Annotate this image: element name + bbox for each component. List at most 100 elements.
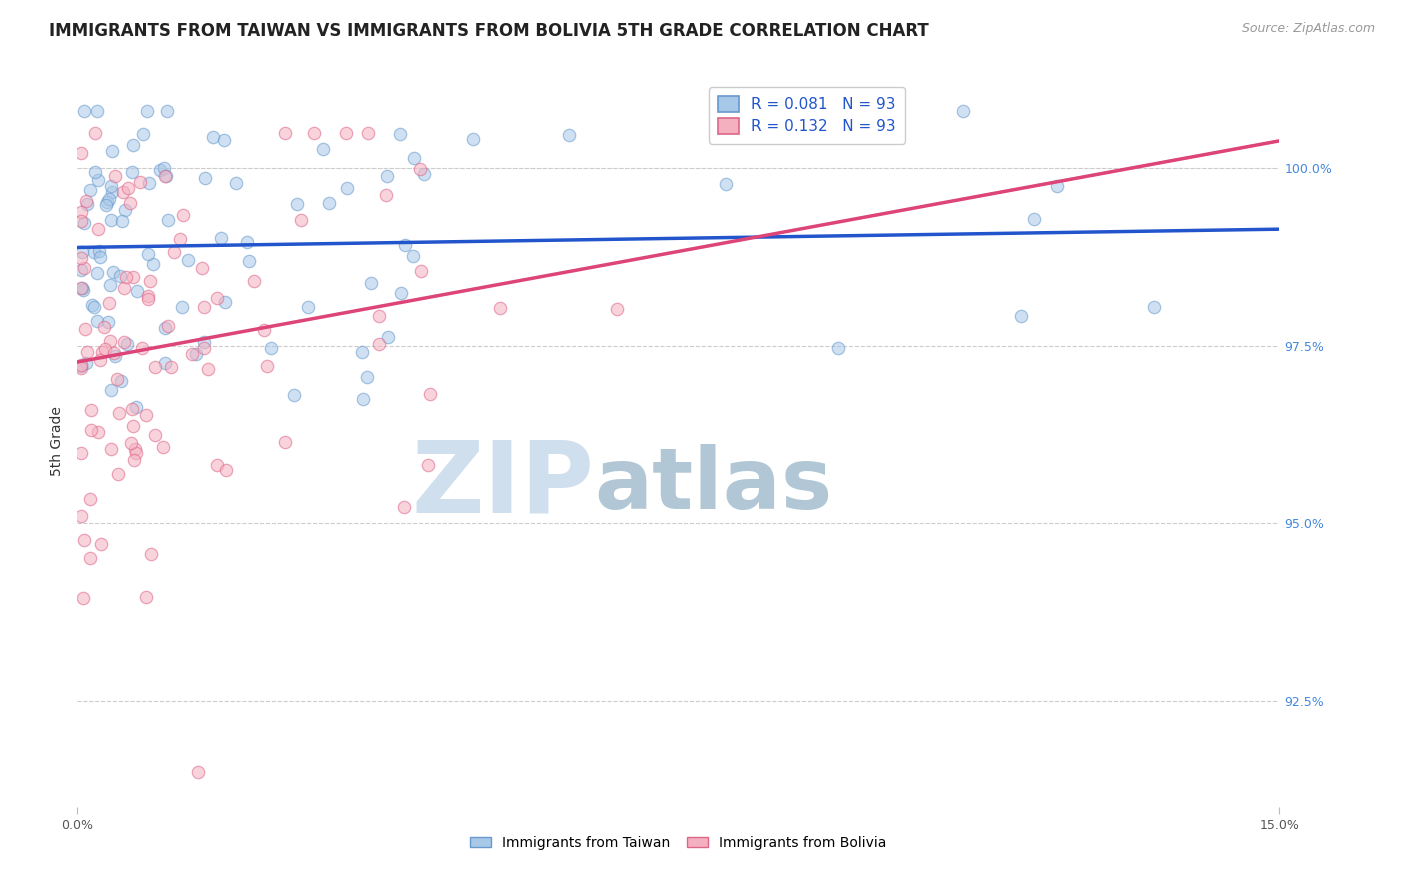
Point bbox=[100, 179, 122, 194]
Point bbox=[318, 195, 340, 210]
Point bbox=[297, 300, 319, 314]
Point bbox=[135, 590, 157, 604]
Text: atlas: atlas bbox=[595, 444, 832, 527]
Point bbox=[79, 183, 101, 197]
Point bbox=[83, 300, 105, 314]
Point bbox=[136, 247, 159, 261]
Point bbox=[121, 401, 143, 416]
Point bbox=[79, 492, 101, 507]
Point bbox=[714, 177, 737, 191]
Point bbox=[377, 330, 399, 344]
Point bbox=[142, 256, 165, 270]
Point bbox=[70, 146, 93, 161]
Point bbox=[121, 165, 143, 179]
Point bbox=[404, 151, 426, 165]
Point bbox=[374, 187, 396, 202]
Y-axis label: 5th Grade: 5th Grade bbox=[51, 407, 65, 476]
Point bbox=[606, 301, 628, 316]
Point bbox=[193, 300, 215, 314]
Point bbox=[87, 222, 110, 236]
Point bbox=[100, 277, 122, 292]
Point bbox=[97, 315, 120, 329]
Point bbox=[110, 374, 132, 388]
Point bbox=[70, 214, 93, 228]
Point bbox=[89, 353, 111, 368]
Point bbox=[155, 169, 177, 183]
Point bbox=[394, 237, 416, 252]
Point bbox=[105, 371, 128, 385]
Point bbox=[391, 286, 413, 301]
Point bbox=[72, 216, 94, 230]
Point bbox=[207, 458, 229, 472]
Point bbox=[157, 212, 180, 227]
Point bbox=[70, 252, 93, 266]
Point bbox=[170, 300, 193, 314]
Point bbox=[76, 196, 98, 211]
Point bbox=[143, 359, 166, 374]
Point bbox=[131, 341, 153, 355]
Point bbox=[128, 175, 150, 189]
Point bbox=[75, 194, 97, 208]
Point bbox=[83, 126, 105, 140]
Point bbox=[285, 196, 308, 211]
Point bbox=[114, 203, 136, 218]
Point bbox=[357, 126, 380, 140]
Point bbox=[75, 356, 97, 370]
Point bbox=[80, 298, 103, 312]
Point bbox=[108, 406, 131, 420]
Point bbox=[489, 301, 512, 315]
Point bbox=[350, 345, 373, 359]
Point bbox=[101, 185, 124, 199]
Point bbox=[274, 126, 297, 140]
Point bbox=[360, 277, 382, 291]
Point bbox=[139, 274, 162, 288]
Point bbox=[70, 359, 93, 374]
Point bbox=[80, 403, 103, 417]
Point bbox=[132, 127, 155, 141]
Point bbox=[260, 342, 283, 356]
Point bbox=[209, 231, 232, 245]
Point bbox=[94, 342, 117, 356]
Point bbox=[124, 442, 146, 457]
Point bbox=[214, 295, 236, 310]
Point bbox=[143, 428, 166, 442]
Point bbox=[153, 169, 176, 183]
Legend: Immigrants from Taiwan, Immigrants from Bolivia: Immigrants from Taiwan, Immigrants from … bbox=[465, 830, 891, 855]
Point bbox=[83, 245, 105, 260]
Point bbox=[304, 126, 326, 140]
Point bbox=[368, 337, 391, 351]
Point bbox=[238, 254, 260, 268]
Point bbox=[412, 167, 434, 181]
Point bbox=[87, 244, 110, 259]
Point bbox=[93, 320, 115, 334]
Point bbox=[409, 161, 432, 176]
Point bbox=[104, 169, 127, 183]
Point bbox=[100, 384, 122, 398]
Point bbox=[311, 142, 333, 156]
Point bbox=[70, 263, 93, 277]
Point bbox=[127, 285, 149, 299]
Point bbox=[100, 212, 122, 227]
Point bbox=[84, 165, 107, 179]
Point bbox=[558, 128, 581, 142]
Point bbox=[111, 214, 134, 228]
Point bbox=[115, 270, 138, 285]
Point bbox=[827, 341, 849, 355]
Point bbox=[98, 296, 121, 310]
Point bbox=[89, 250, 111, 264]
Point bbox=[169, 232, 191, 246]
Point bbox=[212, 133, 235, 147]
Point bbox=[72, 591, 94, 605]
Point bbox=[193, 341, 215, 355]
Point bbox=[201, 130, 224, 145]
Point bbox=[86, 266, 108, 280]
Point bbox=[243, 274, 266, 288]
Point bbox=[87, 425, 110, 439]
Point bbox=[952, 104, 974, 119]
Point bbox=[122, 269, 145, 284]
Point bbox=[100, 442, 122, 456]
Point bbox=[1046, 179, 1069, 194]
Point bbox=[184, 347, 207, 361]
Point bbox=[335, 126, 357, 140]
Point bbox=[125, 400, 148, 414]
